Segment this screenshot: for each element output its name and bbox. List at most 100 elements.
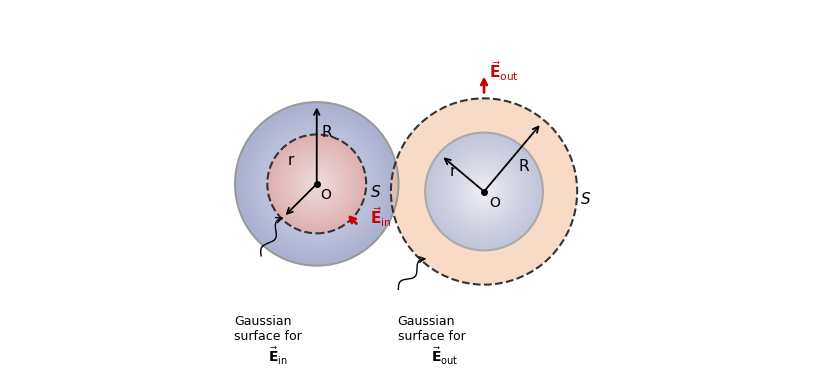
Circle shape bbox=[427, 134, 541, 249]
Circle shape bbox=[460, 168, 508, 215]
Circle shape bbox=[251, 118, 382, 249]
Circle shape bbox=[283, 151, 350, 217]
Circle shape bbox=[461, 168, 507, 215]
Circle shape bbox=[438, 146, 529, 237]
Circle shape bbox=[284, 151, 349, 217]
Circle shape bbox=[444, 151, 524, 232]
Circle shape bbox=[480, 187, 488, 196]
Circle shape bbox=[458, 165, 510, 218]
Circle shape bbox=[299, 166, 335, 202]
Circle shape bbox=[280, 147, 354, 221]
Circle shape bbox=[462, 169, 507, 214]
Circle shape bbox=[270, 137, 363, 231]
Circle shape bbox=[240, 106, 394, 261]
Circle shape bbox=[482, 189, 487, 194]
Circle shape bbox=[252, 119, 381, 248]
Circle shape bbox=[281, 147, 353, 220]
Circle shape bbox=[258, 125, 376, 243]
Circle shape bbox=[274, 141, 360, 227]
Circle shape bbox=[452, 159, 516, 224]
Circle shape bbox=[311, 178, 322, 189]
Circle shape bbox=[290, 157, 343, 211]
Circle shape bbox=[468, 175, 500, 208]
Circle shape bbox=[475, 182, 493, 201]
Text: O: O bbox=[321, 188, 331, 203]
Circle shape bbox=[441, 148, 527, 235]
Circle shape bbox=[250, 117, 384, 251]
Circle shape bbox=[434, 142, 534, 241]
Circle shape bbox=[302, 170, 331, 198]
Circle shape bbox=[240, 107, 393, 261]
Circle shape bbox=[308, 175, 326, 193]
Text: Gaussian
surface for: Gaussian surface for bbox=[235, 315, 306, 343]
Circle shape bbox=[307, 174, 326, 194]
Circle shape bbox=[307, 174, 326, 193]
Circle shape bbox=[302, 170, 331, 198]
Circle shape bbox=[245, 112, 388, 256]
Circle shape bbox=[302, 169, 331, 199]
Circle shape bbox=[296, 164, 337, 204]
Circle shape bbox=[296, 163, 338, 205]
Circle shape bbox=[482, 190, 486, 193]
Circle shape bbox=[286, 153, 348, 215]
Circle shape bbox=[452, 159, 517, 224]
Circle shape bbox=[281, 148, 352, 220]
Circle shape bbox=[314, 181, 320, 187]
Circle shape bbox=[271, 138, 362, 230]
Circle shape bbox=[479, 187, 488, 196]
Text: r: r bbox=[288, 153, 295, 168]
Circle shape bbox=[273, 140, 361, 228]
Circle shape bbox=[458, 165, 511, 218]
Circle shape bbox=[449, 157, 519, 226]
Circle shape bbox=[469, 177, 499, 206]
Circle shape bbox=[274, 141, 359, 226]
Circle shape bbox=[293, 160, 341, 208]
Circle shape bbox=[450, 158, 518, 225]
Circle shape bbox=[282, 149, 351, 218]
Circle shape bbox=[310, 177, 323, 190]
Circle shape bbox=[307, 175, 326, 193]
Circle shape bbox=[256, 123, 377, 245]
Circle shape bbox=[268, 136, 365, 232]
Circle shape bbox=[258, 126, 375, 242]
Circle shape bbox=[307, 175, 326, 193]
Circle shape bbox=[310, 177, 324, 191]
Circle shape bbox=[433, 141, 535, 242]
Circle shape bbox=[286, 152, 348, 215]
Circle shape bbox=[303, 170, 331, 198]
Circle shape bbox=[245, 113, 387, 255]
Circle shape bbox=[246, 114, 387, 254]
Circle shape bbox=[305, 172, 329, 196]
Circle shape bbox=[276, 142, 358, 225]
Text: $\vec{\mathbf{E}}_{\mathrm{in}}$: $\vec{\mathbf{E}}_{\mathrm{in}}$ bbox=[268, 345, 287, 367]
Circle shape bbox=[316, 183, 317, 185]
Circle shape bbox=[285, 152, 349, 216]
Circle shape bbox=[429, 137, 539, 246]
Circle shape bbox=[426, 133, 543, 250]
Circle shape bbox=[306, 173, 327, 194]
Circle shape bbox=[301, 168, 332, 200]
Circle shape bbox=[254, 121, 379, 247]
Circle shape bbox=[471, 178, 497, 205]
Circle shape bbox=[279, 146, 355, 222]
Circle shape bbox=[271, 137, 363, 230]
Circle shape bbox=[267, 134, 367, 234]
Circle shape bbox=[242, 109, 392, 259]
Circle shape bbox=[295, 162, 338, 206]
Circle shape bbox=[461, 169, 507, 214]
Circle shape bbox=[448, 156, 520, 227]
Circle shape bbox=[473, 180, 495, 203]
Text: R: R bbox=[519, 159, 529, 174]
Circle shape bbox=[295, 162, 339, 206]
Circle shape bbox=[269, 136, 365, 232]
Circle shape bbox=[284, 151, 350, 217]
Circle shape bbox=[296, 163, 337, 205]
Circle shape bbox=[430, 137, 538, 246]
Circle shape bbox=[472, 179, 496, 204]
Circle shape bbox=[292, 159, 342, 208]
Circle shape bbox=[428, 136, 540, 247]
Circle shape bbox=[316, 183, 318, 185]
Circle shape bbox=[275, 142, 358, 226]
Circle shape bbox=[458, 166, 509, 217]
Circle shape bbox=[283, 150, 351, 218]
